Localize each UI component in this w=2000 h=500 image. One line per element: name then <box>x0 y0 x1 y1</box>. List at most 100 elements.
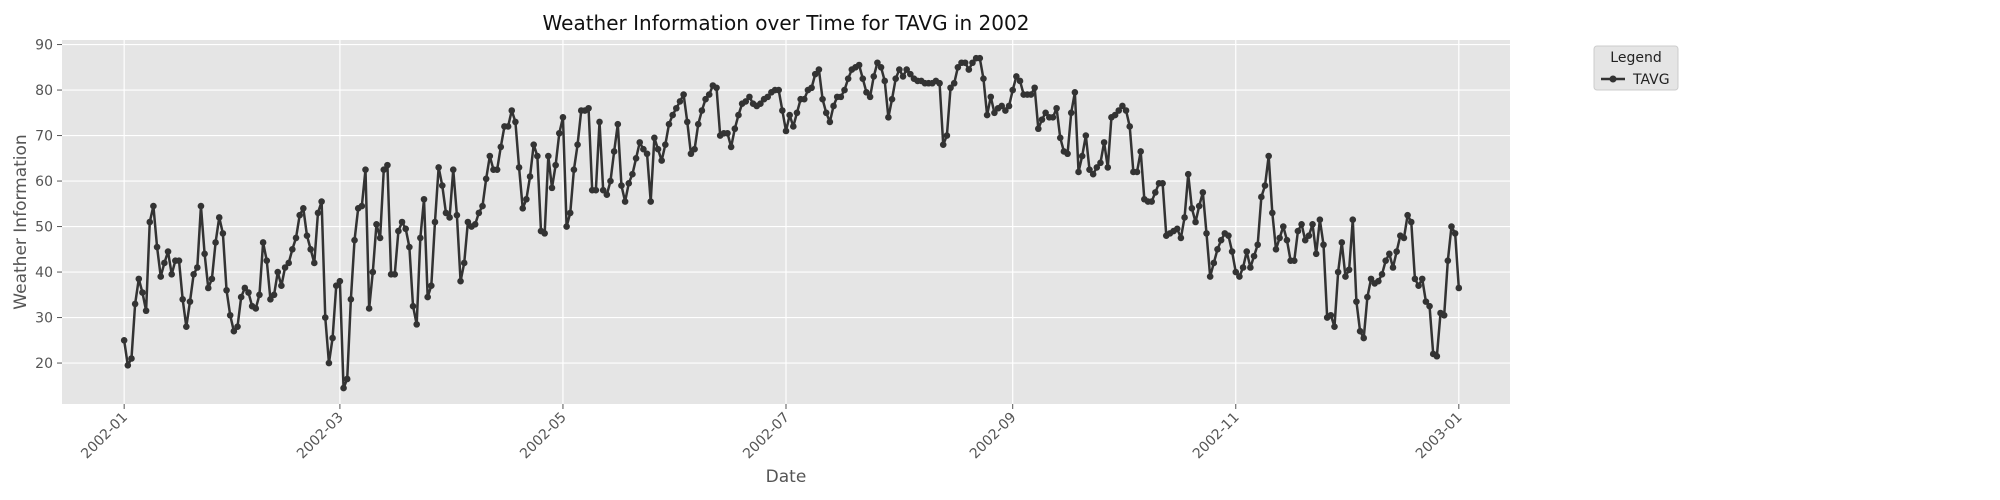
data-point <box>464 218 472 226</box>
data-point <box>256 291 263 299</box>
data-point <box>903 66 910 73</box>
x-axis-label: Date <box>766 467 807 487</box>
data-point <box>680 91 687 98</box>
data-point <box>1305 232 1313 239</box>
data-point <box>219 230 227 237</box>
data-point <box>267 296 274 303</box>
data-point <box>340 384 347 392</box>
data-point <box>1184 170 1192 178</box>
data-point <box>896 66 903 73</box>
data-point <box>157 273 165 280</box>
data-point <box>947 84 954 92</box>
data-point <box>1192 218 1199 226</box>
legend-marker <box>1609 75 1617 83</box>
data-point <box>1276 234 1283 242</box>
data-point <box>1049 114 1057 121</box>
data-point <box>662 141 669 148</box>
data-point <box>263 257 271 264</box>
data-point <box>1210 259 1218 267</box>
data-point <box>881 77 889 85</box>
data-point <box>779 107 786 114</box>
data-point <box>1254 241 1261 249</box>
data-point <box>863 89 870 96</box>
data-point <box>245 289 252 296</box>
data-point <box>139 289 146 296</box>
data-point <box>1415 282 1422 290</box>
data-point <box>673 104 680 112</box>
data-point <box>438 182 446 189</box>
data-point <box>168 271 175 278</box>
data-point <box>1342 273 1349 280</box>
data-point <box>1404 211 1411 219</box>
y-axis-label: Weather Information <box>11 134 31 309</box>
data-point <box>274 268 282 276</box>
data-point <box>420 195 428 203</box>
data-point <box>614 120 622 128</box>
data-point <box>332 282 340 290</box>
data-point <box>128 355 135 362</box>
data-point <box>1228 248 1236 255</box>
data-point <box>300 205 307 212</box>
data-point <box>453 211 461 219</box>
data-point <box>826 118 834 126</box>
data-point <box>1225 232 1232 239</box>
data-point <box>395 227 402 235</box>
data-point <box>120 337 128 344</box>
legend-title: Legend <box>1610 50 1661 66</box>
data-point <box>764 93 772 101</box>
data-point <box>1082 132 1090 139</box>
data-point <box>735 111 742 119</box>
data-point <box>548 184 556 192</box>
data-point <box>961 59 969 67</box>
tick-marks <box>57 44 1460 409</box>
data-point <box>877 64 885 71</box>
data-point <box>618 182 625 189</box>
y-tick-label: 60 <box>35 174 53 190</box>
data-point <box>731 125 739 133</box>
data-point <box>1433 352 1441 360</box>
data-point <box>965 66 973 73</box>
legend: Legend TAVG <box>1593 45 1679 91</box>
x-tick-label: 2002-05 <box>517 410 570 463</box>
data-point <box>1005 102 1013 110</box>
data-point <box>713 84 720 92</box>
data-point <box>336 277 344 285</box>
data-point <box>1426 302 1433 310</box>
legend-item-label: TAVG <box>1632 72 1670 88</box>
data-point <box>124 362 132 369</box>
data-point <box>1236 273 1243 280</box>
data-point <box>625 180 633 187</box>
data-point <box>164 248 172 255</box>
data-point <box>983 111 991 119</box>
data-point <box>1331 323 1338 330</box>
data-point <box>234 323 241 330</box>
data-point <box>658 157 665 164</box>
data-point <box>541 230 548 237</box>
data-point <box>793 109 801 117</box>
data-point <box>1122 107 1130 114</box>
data-point <box>311 259 318 267</box>
data-point <box>362 166 369 173</box>
data-point <box>980 75 987 82</box>
x-tick-labels: 2002-01 2002-03 2002-05 2002-07 2002-09 2002-… <box>78 410 1465 463</box>
data-point <box>621 198 629 205</box>
data-point <box>724 129 731 137</box>
data-point <box>1078 152 1086 160</box>
data-point <box>1375 277 1382 285</box>
data-point <box>1272 246 1280 253</box>
data-point <box>665 120 673 128</box>
x-tick-label: 2002-11 <box>1190 410 1243 463</box>
data-point <box>351 236 358 244</box>
data-point <box>369 268 377 276</box>
x-tick-label: 2003-01 <box>1413 410 1466 463</box>
chart-title: Weather Information over Time for TAVG i… <box>543 11 1030 35</box>
data-point <box>632 155 640 162</box>
data-point <box>460 259 468 267</box>
y-tick-label: 80 <box>35 83 53 99</box>
data-point <box>654 145 662 153</box>
data-point <box>201 250 208 258</box>
data-point <box>1411 275 1419 283</box>
data-point <box>289 246 296 253</box>
data-point <box>585 104 592 112</box>
